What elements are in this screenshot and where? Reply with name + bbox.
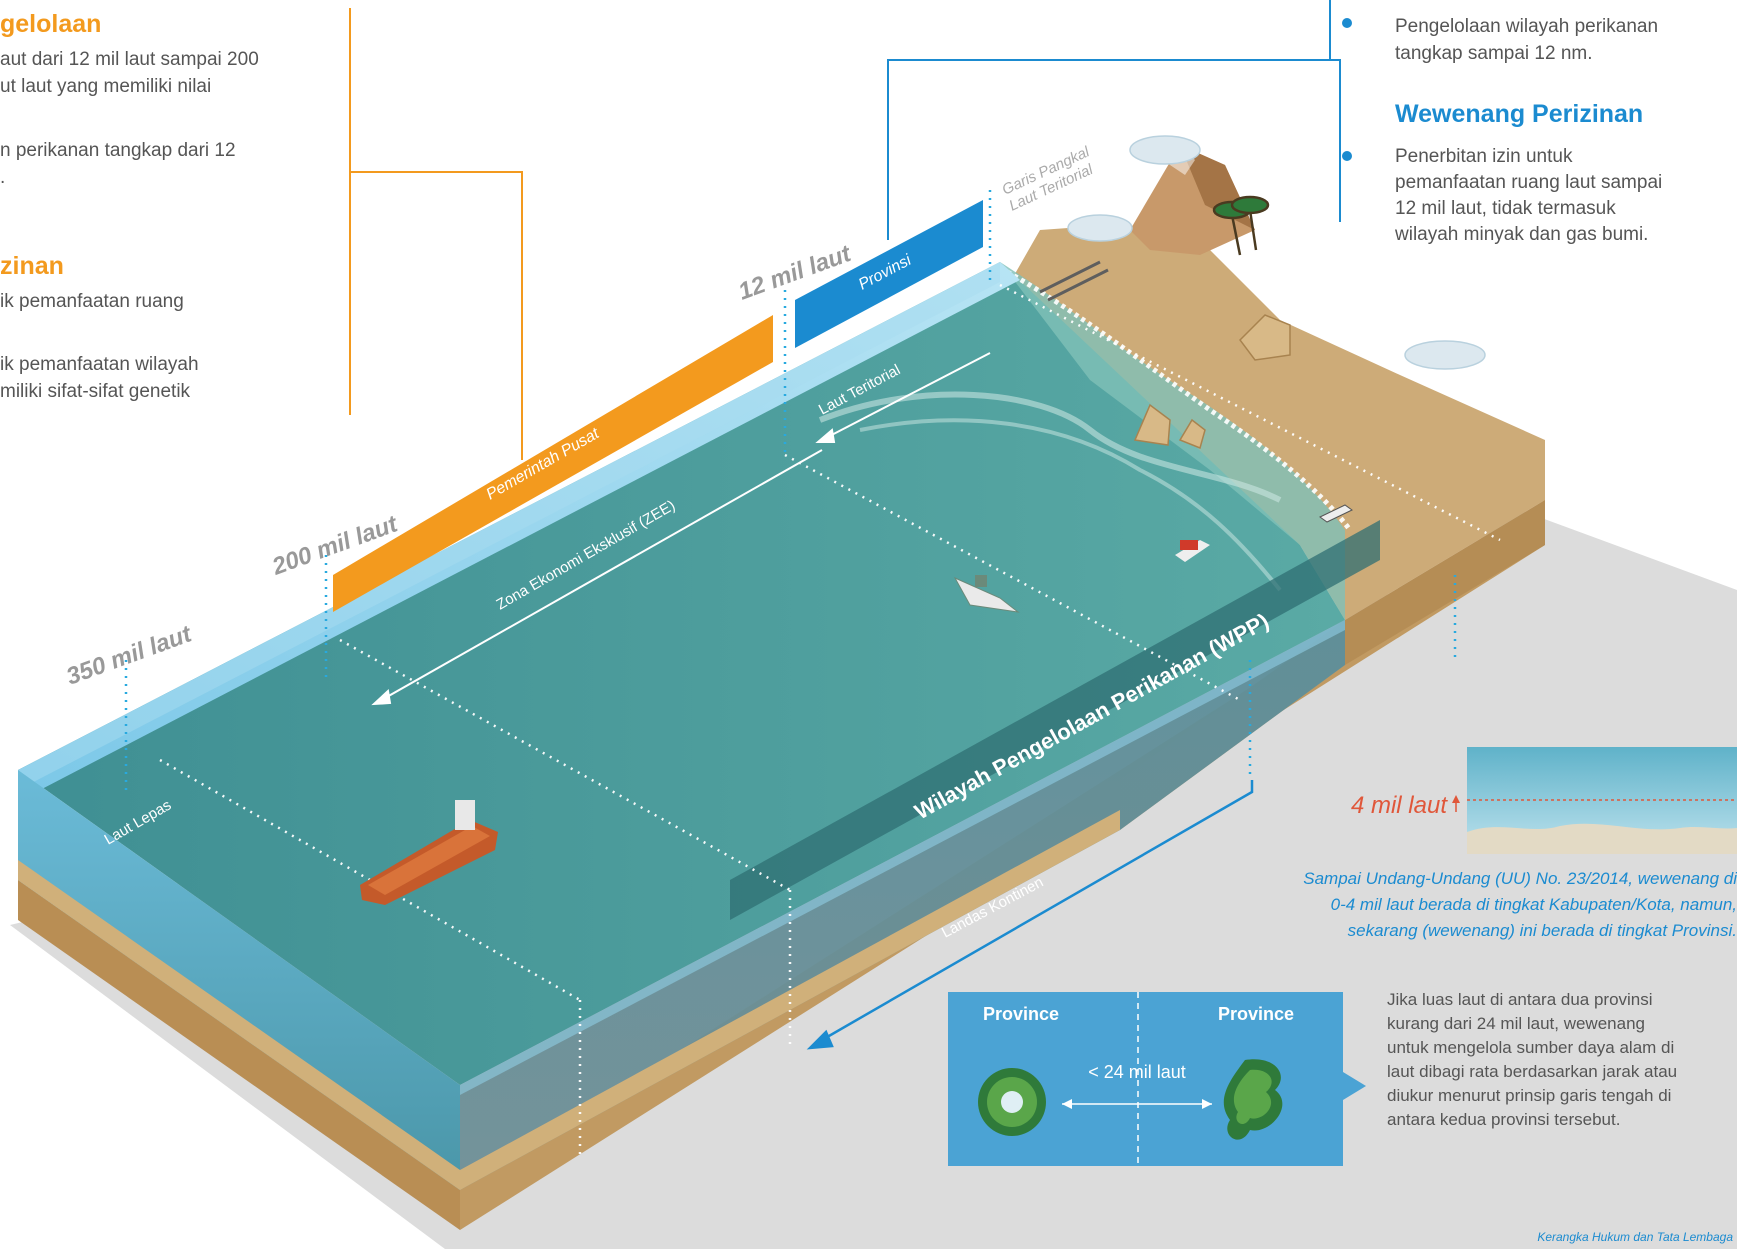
label-350-mil: 350 mil laut — [63, 620, 196, 690]
province-label-right: Province — [1218, 1004, 1294, 1024]
province-paragraph-line-5: diukur menurut prinsip garis tengah di — [1387, 1086, 1672, 1105]
arrow-wpp — [806, 780, 1254, 1050]
left-management-line-3: n perikanan tangkap dari 12 — [0, 140, 236, 161]
orange-connector-2 — [350, 171, 523, 460]
current-2 — [859, 418, 1282, 592]
foam-line — [998, 265, 1352, 532]
side-sand-stripe — [460, 810, 1120, 1190]
bar-central-government — [333, 315, 773, 612]
marker-dotted-lines — [124, 190, 1457, 795]
right-licensing-line-3: 12 mil laut, tidak termasuk — [1395, 198, 1616, 219]
right-licensing-line-4: wilayah minyak dan gas bumi. — [1395, 224, 1649, 245]
blue-connector-1 — [887, 59, 1330, 240]
left-island-icon — [978, 1068, 1046, 1136]
depth-note-line-3: sekarang (wewenang) ini berada di tingka… — [1347, 921, 1737, 940]
water-edge-strip-2 — [18, 262, 1000, 790]
sea-surface — [18, 262, 1345, 1085]
right-island-icon — [1223, 1059, 1283, 1140]
left-licensing-line-2: ik pemanfaatan wilayah — [0, 354, 199, 375]
distance-label: < 24 mil laut — [1088, 1062, 1186, 1082]
left-management-line-4: . — [0, 167, 6, 188]
red-boat — [1175, 540, 1210, 562]
front-sand-stripe — [18, 860, 460, 1190]
pier — [1039, 260, 1109, 302]
province-paragraph-line-2: kurang dari 24 mil laut, wewenang — [1387, 1014, 1645, 1033]
province-box — [948, 992, 1366, 1166]
depth-label: 4 mil laut — [1351, 792, 1448, 819]
clouds — [1067, 135, 1486, 370]
right-licensing-line-1: Penerbitan izin untuk — [1395, 146, 1573, 167]
province-paragraph-line-3: untuk mengelola sumber daya alam di — [1387, 1038, 1675, 1057]
left-licensing-line-3: miliki sifat-sifat genetik — [0, 381, 191, 402]
province-label-left: Province — [983, 1004, 1059, 1024]
bar-province — [795, 200, 983, 348]
small-boat — [1319, 504, 1353, 523]
rocks — [1133, 314, 1291, 450]
cargo-ship — [360, 800, 498, 905]
side-cross-section — [460, 620, 1345, 1190]
arrow-zee — [371, 449, 823, 706]
depth-note-line-1: Sampai Undang-Undang (UU) No. 23/2014, w… — [1303, 869, 1737, 888]
front-cross-section — [18, 770, 460, 1190]
vertical-dotted-lines — [578, 890, 792, 1160]
fishing-boat — [953, 575, 1020, 613]
province-paragraph-line-6: antara kedua provinsi tersebut. — [1387, 1110, 1621, 1129]
current-1 — [818, 391, 1282, 503]
footer-caption: Kerangka Hukum dan Tata Lembaga — [1537, 1230, 1733, 1244]
left-heading-licensing: zinan — [0, 252, 64, 280]
left-management-line-2: ut laut yang memiliki nilai — [0, 76, 212, 97]
arrow-territorial — [815, 352, 991, 443]
palm-trees — [1212, 195, 1270, 256]
left-licensing-line-1: ik pemanfaatan ruang — [0, 291, 184, 312]
land-side — [1345, 500, 1545, 665]
left-management-line-1: aut dari 12 mil laut sampai 200 — [0, 49, 259, 70]
right-licensing-line-2: pemanfaatan ruang laut sampai — [1395, 172, 1663, 193]
blue-connector-2 — [1329, 0, 1341, 222]
sand-front — [18, 880, 460, 1230]
side-light-stripe — [460, 620, 1345, 1095]
depth-note-line-2: 0-4 mil laut berada di tingkat Kabupaten… — [1330, 895, 1737, 914]
right-management-line-1: Pengelolaan wilayah perikanan — [1395, 16, 1659, 37]
depth-inset — [1452, 747, 1737, 854]
coastal-foam — [1000, 262, 1345, 620]
bullet-dot-management — [1342, 18, 1352, 28]
left-heading-management: gelolaan — [0, 10, 102, 38]
right-heading-licensing: Wewenang Perizinan — [1395, 100, 1644, 128]
right-management-line-2: tangkap sampai 12 nm. — [1395, 43, 1593, 64]
province-paragraph-line-4: laut dibagi rata berdasarkan jarak atau — [1387, 1062, 1678, 1081]
wpp-band — [730, 520, 1380, 920]
bullet-dot-licensing — [1342, 151, 1352, 161]
land-top — [1000, 225, 1545, 620]
province-paragraph-line-1: Jika luas laut di antara dua provinsi — [1387, 990, 1653, 1009]
